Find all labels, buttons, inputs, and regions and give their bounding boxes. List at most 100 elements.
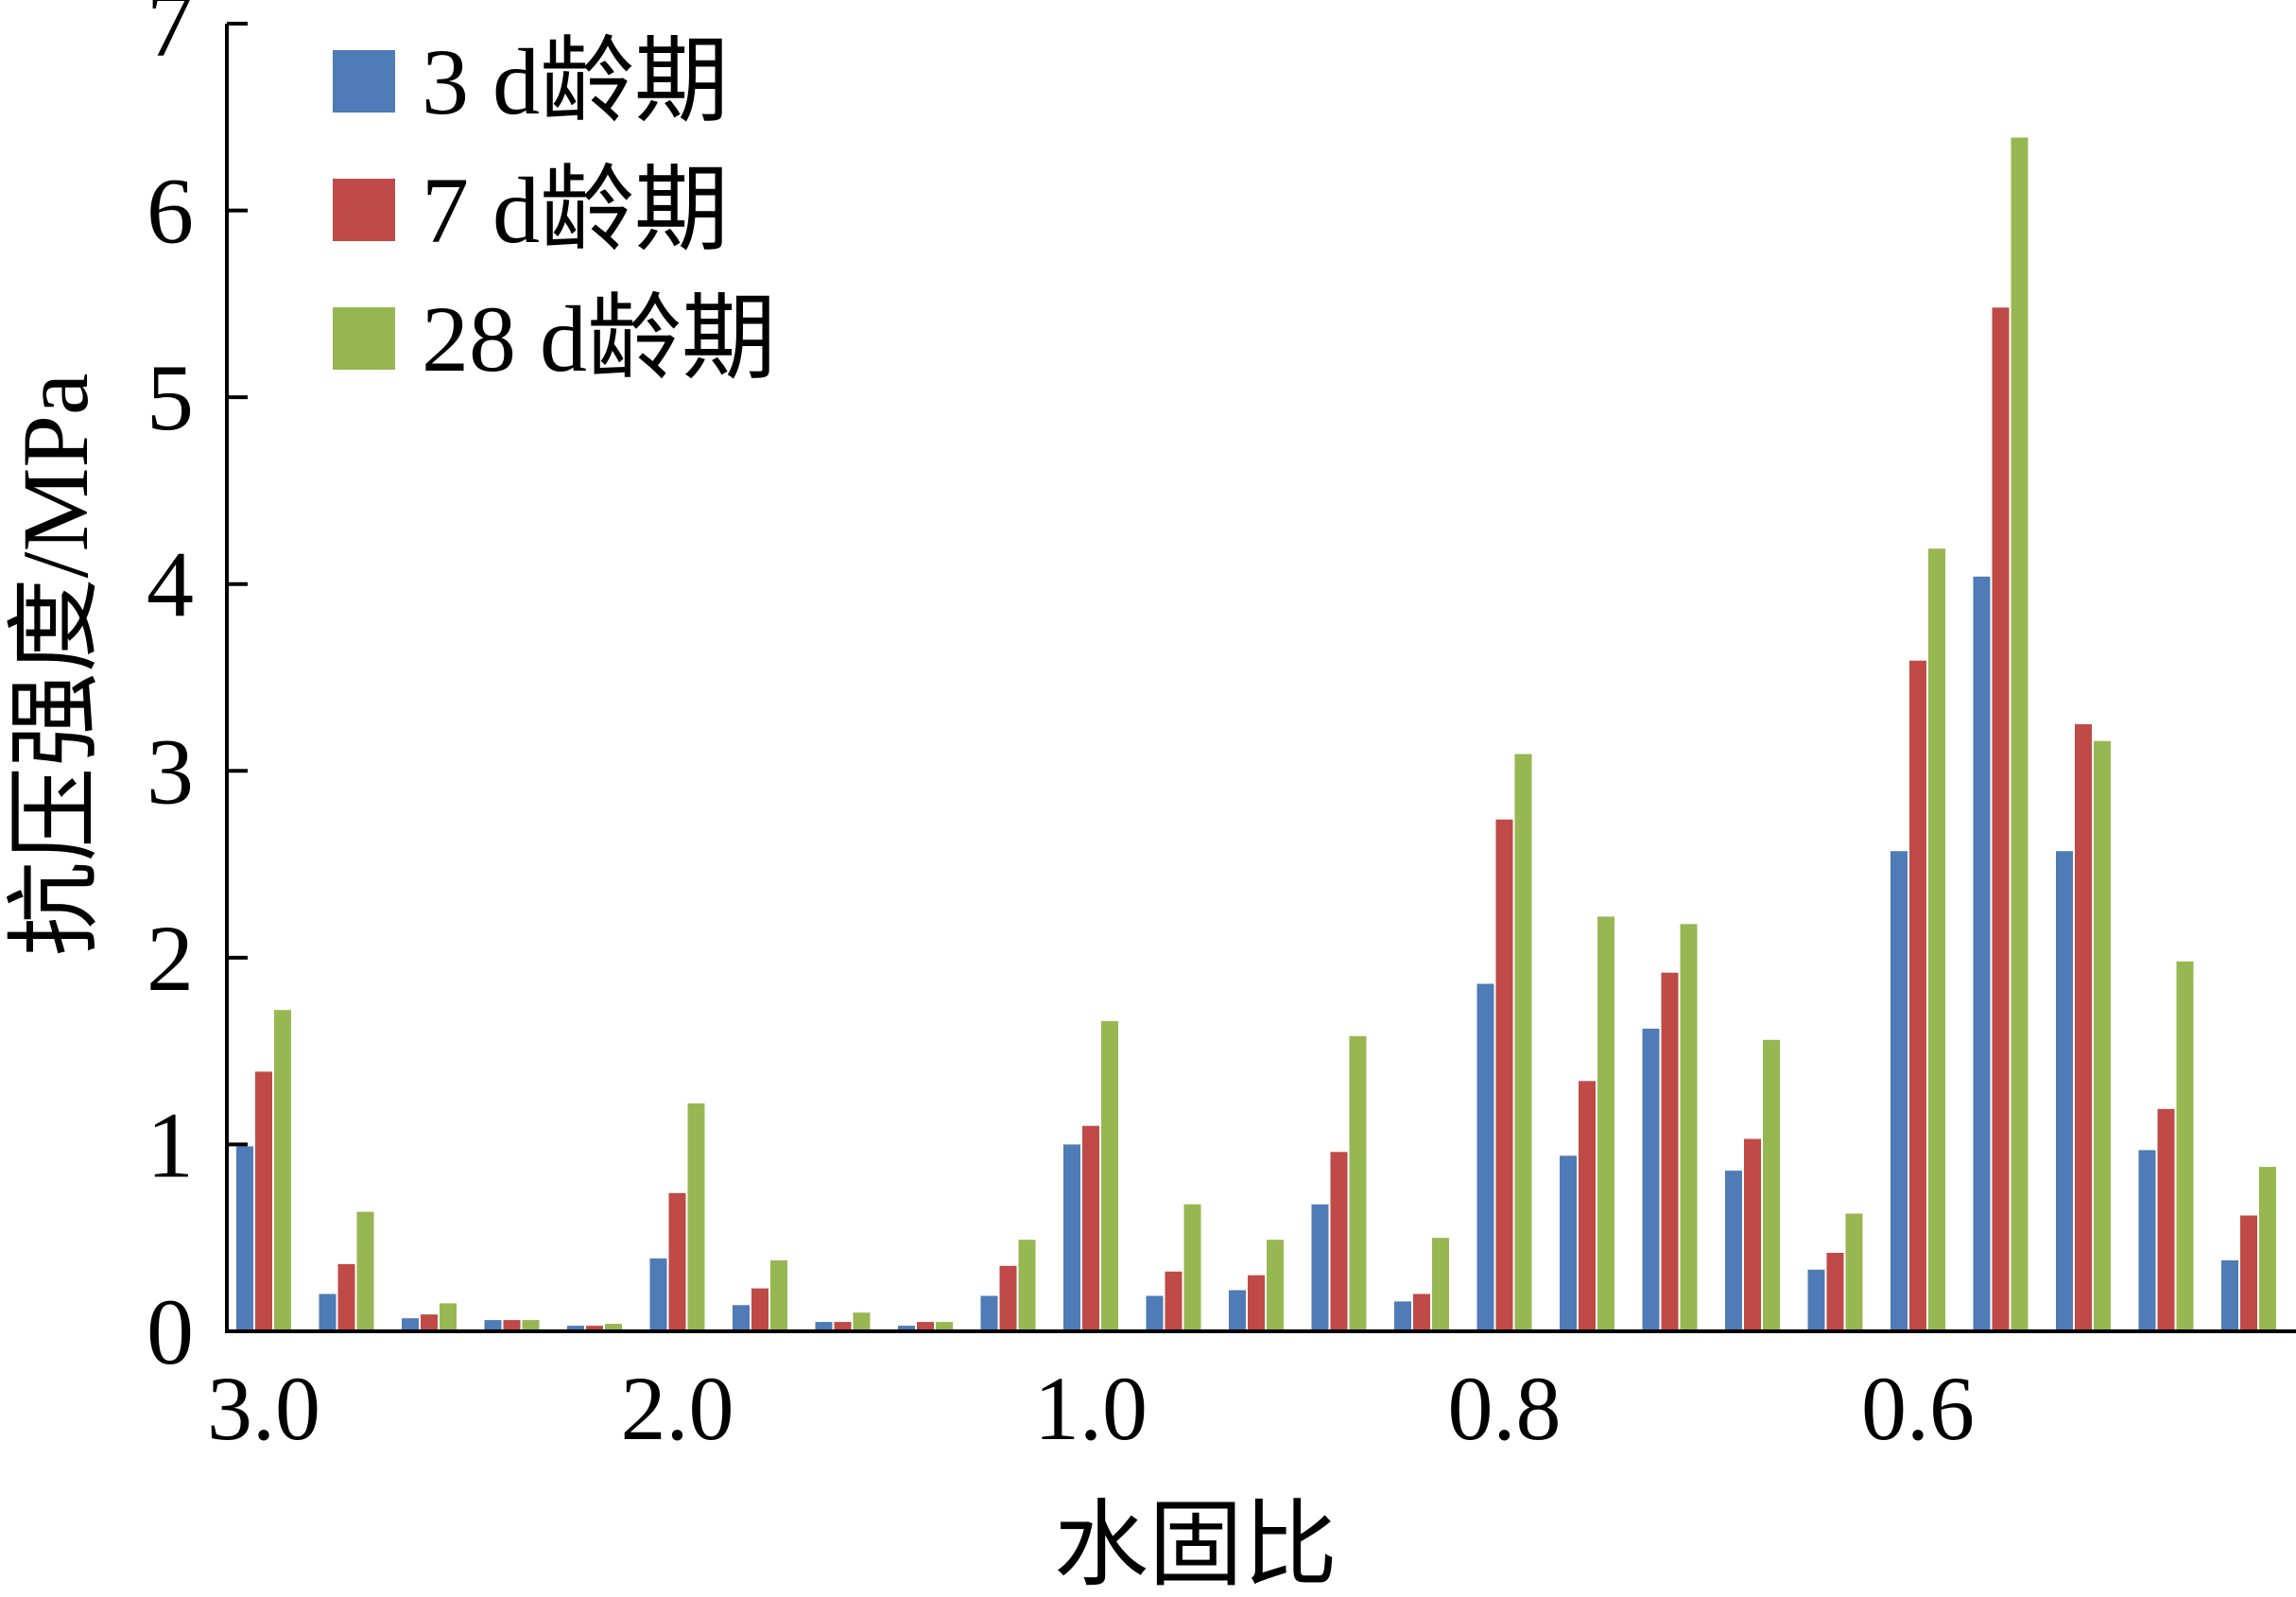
bar-series-1-group-14: [1311, 1204, 1329, 1331]
bar-series-1-group-25: [2221, 1259, 2238, 1331]
bar-series-3-group-12: [1183, 1204, 1201, 1331]
y-tick-label-2: 2: [147, 906, 194, 1011]
bar-series-3-group-24: [2176, 961, 2194, 1331]
legend: 3 d龄期 7 d龄期 28 d龄期: [333, 29, 776, 391]
bar-series-1-group-13: [1229, 1290, 1246, 1331]
legend-swatch-1: [333, 50, 395, 113]
bar-series-1-group-22: [1973, 576, 1991, 1331]
bar-series-2-group-3: [421, 1314, 438, 1331]
bar-series-3-group-16: [1514, 754, 1532, 1331]
axes-layer: [225, 24, 2296, 1333]
x-axis-title: 水固比: [1054, 1493, 1338, 1597]
bar-series-3-group-22: [2011, 137, 2028, 1331]
bar-series-3-group-23: [2094, 740, 2111, 1331]
x-tick-label-3.0: 3.0: [207, 1358, 320, 1459]
legend-swatch-3: [333, 307, 395, 370]
bar-series-3-group-18: [1680, 924, 1698, 1331]
y-tick-label-3: 3: [147, 719, 194, 824]
bar-series-1-group-15: [1394, 1301, 1411, 1331]
bar-series-1-group-8: [815, 1322, 833, 1331]
bar-series-3-group-6: [687, 1103, 705, 1331]
bars-layer: [236, 137, 2276, 1331]
bar-series-2-group-25: [2240, 1215, 2257, 1331]
x-tick-label-0.8: 0.8: [1448, 1358, 1562, 1459]
bar-series-2-group-19: [1744, 1138, 1761, 1331]
bar-series-3-group-3: [440, 1303, 457, 1331]
bar-series-1-group-24: [2138, 1150, 2156, 1331]
y-tick-label-6: 6: [147, 159, 194, 264]
bar-series-3-group-9: [936, 1322, 953, 1331]
bar-series-2-group-13: [1248, 1275, 1265, 1331]
bar-series-2-group-4: [503, 1320, 521, 1331]
bar-series-1-group-5: [567, 1326, 584, 1331]
bar-series-1-group-10: [980, 1295, 998, 1331]
x-ticks-layer: 3.0 2.0 1.0 0.8 0.6: [207, 1358, 1975, 1459]
bar-series-2-group-11: [1082, 1125, 1099, 1331]
bar-series-1-group-16: [1476, 983, 1494, 1331]
bar-series-1-group-4: [484, 1320, 502, 1331]
x-tick-label-2.0: 2.0: [621, 1358, 734, 1459]
y-tick-label-7: 7: [147, 0, 194, 77]
bar-series-2-group-23: [2075, 723, 2092, 1331]
bar-series-1-group-11: [1063, 1144, 1080, 1331]
bar-series-1-group-3: [402, 1318, 419, 1331]
bar-series-3-group-8: [853, 1312, 871, 1331]
legend-swatch-2: [333, 179, 395, 241]
bar-series-2-group-15: [1413, 1293, 1430, 1331]
bar-series-3-group-14: [1349, 1035, 1367, 1331]
bar-series-2-group-14: [1330, 1152, 1348, 1331]
bar-series-3-group-25: [2259, 1167, 2276, 1331]
x-tick-label-0.6: 0.6: [1861, 1358, 1975, 1459]
bar-series-1-group-12: [1146, 1295, 1164, 1331]
bar-series-3-group-21: [1928, 548, 1945, 1331]
bar-series-2-group-9: [917, 1322, 934, 1331]
y-axis-title: 抗压强度/MPa: [3, 373, 108, 957]
bar-series-3-group-19: [1763, 1039, 1780, 1331]
bar-series-1-group-2: [319, 1293, 337, 1331]
bar-series-2-group-8: [834, 1322, 852, 1331]
bar-series-1-group-23: [2056, 851, 2073, 1331]
bar-series-1-group-17: [1560, 1155, 1577, 1331]
bar-series-2-group-6: [668, 1192, 686, 1331]
bar-series-3-group-2: [356, 1211, 374, 1331]
bar-series-2-group-24: [2157, 1108, 2175, 1331]
bar-series-3-group-20: [1845, 1213, 1863, 1331]
bar-series-3-group-7: [770, 1259, 787, 1331]
bar-series-1-group-20: [1807, 1269, 1825, 1331]
y-ticks-layer: 0 1 2 3 4 5 6 7: [147, 0, 248, 1384]
legend-label-1: 3 d龄期: [422, 29, 729, 134]
bar-series-1-group-1: [236, 1146, 253, 1331]
y-tick-label-4: 4: [147, 532, 194, 637]
bar-series-2-group-18: [1661, 972, 1679, 1331]
bar-series-2-group-22: [1992, 307, 2010, 1331]
bar-series-2-group-21: [1909, 660, 1926, 1331]
bar-series-3-group-13: [1267, 1240, 1284, 1331]
y-tick-label-5: 5: [147, 345, 194, 450]
bar-series-2-group-5: [586, 1326, 603, 1331]
bar-series-1-group-7: [733, 1305, 750, 1331]
bar-series-3-group-15: [1432, 1238, 1449, 1331]
bar-series-2-group-7: [751, 1288, 768, 1331]
bar-series-2-group-16: [1495, 819, 1513, 1331]
bar-series-2-group-1: [255, 1071, 272, 1331]
x-tick-label-1.0: 1.0: [1034, 1358, 1148, 1459]
legend-label-2: 7 d龄期: [422, 158, 729, 263]
y-tick-label-1: 1: [147, 1092, 194, 1197]
bar-series-3-group-17: [1597, 916, 1614, 1331]
legend-label-3: 28 d龄期: [422, 286, 776, 391]
bar-series-3-group-1: [274, 1010, 291, 1331]
bar-series-2-group-17: [1579, 1081, 1596, 1331]
bar-series-3-group-11: [1101, 1021, 1118, 1331]
bar-series-1-group-6: [649, 1258, 667, 1331]
bar-series-2-group-2: [337, 1263, 355, 1331]
bar-series-3-group-10: [1018, 1240, 1036, 1331]
bar-series-3-group-5: [605, 1324, 622, 1331]
bar-series-1-group-18: [1642, 1028, 1660, 1331]
bar-series-1-group-9: [898, 1326, 915, 1331]
bar-series-3-group-4: [522, 1320, 540, 1331]
y-tick-label-0: 0: [147, 1279, 194, 1384]
bar-series-2-group-12: [1165, 1271, 1183, 1331]
bar-series-2-group-10: [999, 1265, 1017, 1331]
bar-series-1-group-19: [1725, 1171, 1742, 1331]
